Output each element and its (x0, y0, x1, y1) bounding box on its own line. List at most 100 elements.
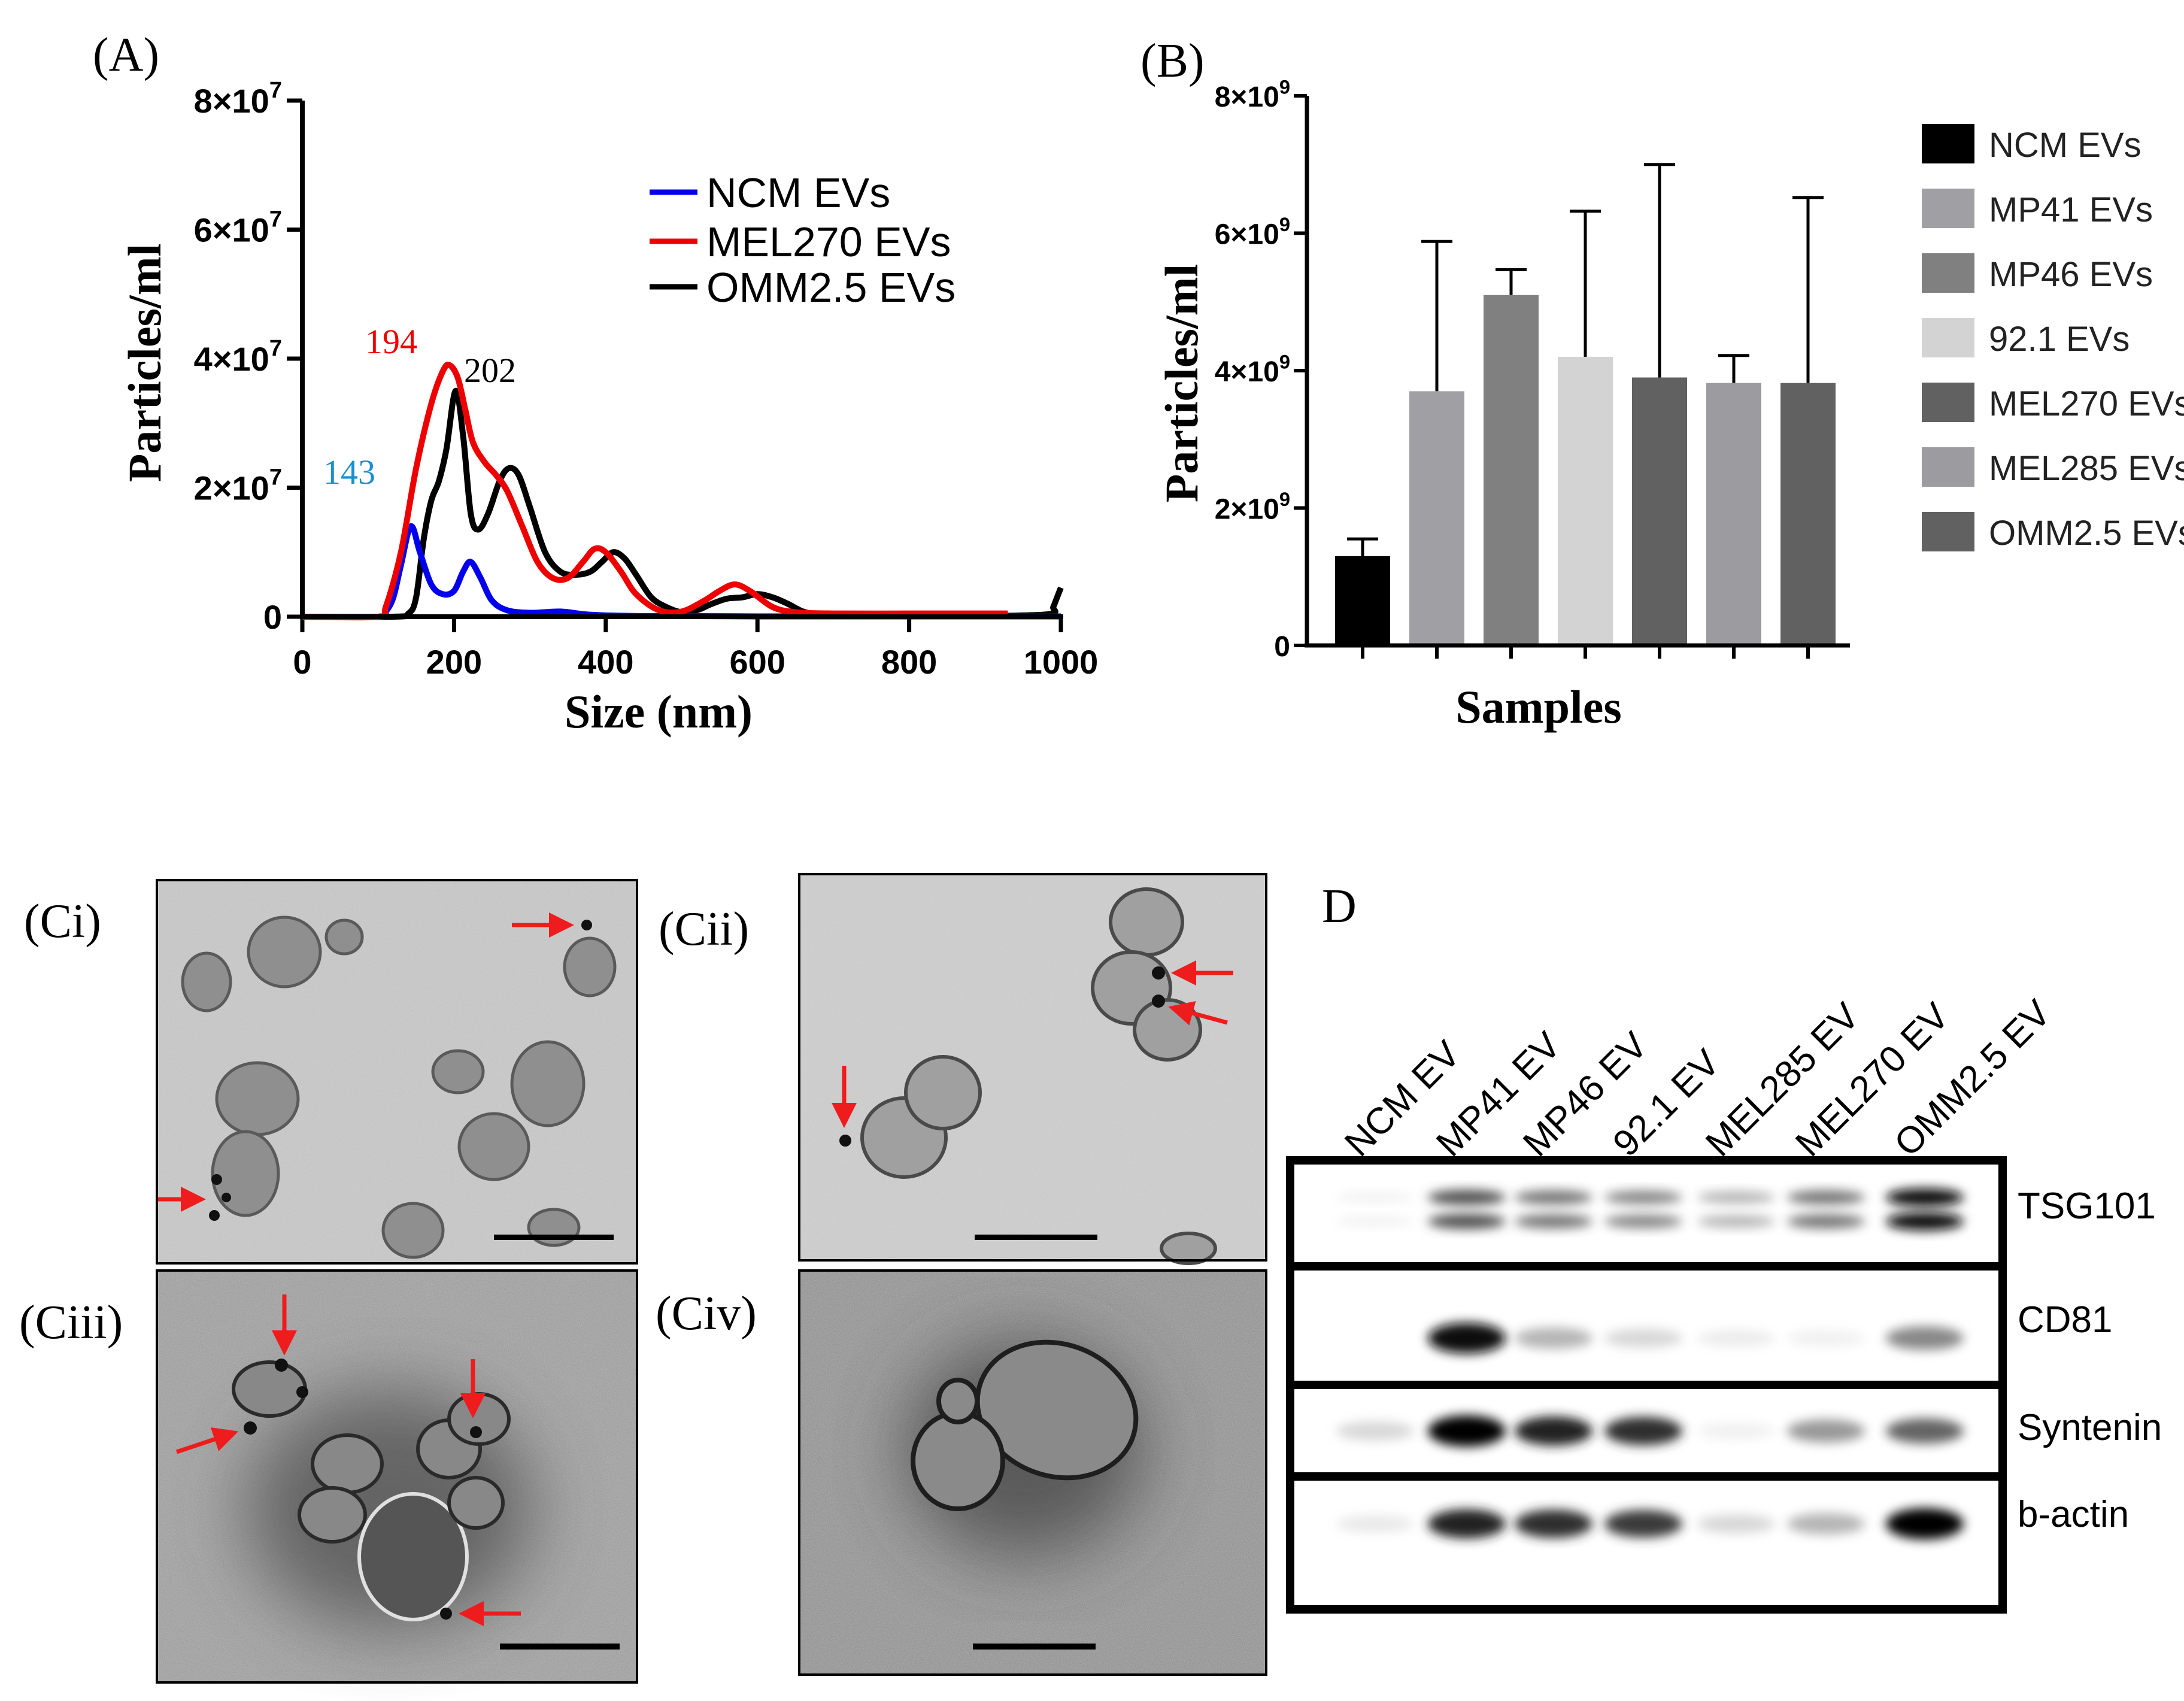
legend-item-ncm: NCM EVs (650, 169, 890, 216)
panel-a-xlabel: Size (nm) (565, 686, 753, 738)
x-tick-label: 800 (881, 643, 937, 681)
blot-band (1787, 1214, 1865, 1229)
x-tick-label: 200 (426, 643, 482, 681)
panel-b-xlabel: Samples (1455, 681, 1621, 733)
blot-band (1428, 1214, 1506, 1229)
panel-a-y-ticks: 0 2×107 4×107 6×107 8×107 (194, 78, 302, 636)
blot-band (1787, 1330, 1865, 1347)
bar-mel285-evs (1706, 383, 1761, 645)
peak-label: 202 (464, 351, 516, 390)
scale-bar-cii (975, 1235, 1097, 1240)
blot-band (1336, 1515, 1414, 1533)
legend-swatch (1922, 383, 1974, 422)
gold-particles-cii (839, 966, 1165, 1147)
panel-a-label: (A) (93, 29, 159, 81)
x-tick-label: 0 (293, 643, 311, 681)
blot-band (1787, 1419, 1865, 1443)
blot-band (1604, 1214, 1682, 1229)
bar-92-1-evs (1558, 357, 1613, 645)
blot-band (1787, 1513, 1865, 1535)
blot-band (1428, 1509, 1506, 1539)
legend-swatch (1922, 124, 1974, 163)
y-tick-label: 2×109 (1215, 488, 1290, 526)
scale-bar-civ (973, 1644, 1096, 1650)
panel-ciii-label: (Ciii) (19, 1296, 123, 1349)
legend-label: MEL285 EVs (1989, 449, 2184, 488)
panel-c: (Ci) (Cii) (Ciii) (Civ) (19, 873, 1267, 1684)
arrows-ciii (175, 1294, 521, 1626)
panel-d-label: D (1322, 880, 1357, 933)
y-tick-label: 4×107 (194, 336, 282, 378)
panel-civ-label: (Civ) (656, 1287, 757, 1340)
legend-swatch (1922, 189, 1974, 228)
blot-frame (1286, 1156, 2007, 1614)
blot-row-bg (1294, 1271, 1998, 1382)
peak-label: 143 (323, 453, 375, 492)
panel-b-y-ticks: 0 2×109 4×109 6×109 8×109 (1215, 75, 1307, 663)
panel-ci-label: (Ci) (24, 895, 101, 948)
gold-particles-ci (209, 920, 592, 1221)
panel-b-bars (1335, 163, 1836, 659)
legend-item: MP46 EVs (1922, 253, 2153, 294)
vesicles-ciii (232, 1360, 511, 1621)
blot-row-labels: TSG101 CD81 Syntenin b-actin (2018, 1185, 2162, 1535)
blot-band (1886, 1418, 1964, 1444)
blot-band (1515, 1416, 1592, 1446)
blot-band (1515, 1190, 1592, 1205)
legend-item-mel270: MEL270 EVs (650, 219, 951, 265)
tem-image-civ (798, 1269, 1267, 1676)
legend-item: MEL270 EVs (1922, 383, 2184, 423)
legend-swatch (1922, 512, 1974, 551)
vesicles-ci (181, 915, 617, 1259)
y-tick-label: 6×109 (1215, 213, 1290, 251)
blot-band (1886, 1508, 1964, 1540)
legend-label: MP46 EVs (1989, 255, 2153, 294)
scale-bar-ci (494, 1235, 614, 1240)
panel-a-peak-labels: 143 194 202 (323, 322, 516, 492)
legend-label-omm25: OMM2.5 EVs (706, 264, 956, 311)
x-tick-label: 400 (578, 643, 633, 681)
y-tick-label: 8×109 (1215, 75, 1290, 113)
blot-bands (1294, 1165, 1998, 1606)
legend-label: 92.1 EVs (1989, 320, 2130, 359)
legend-swatch (1922, 447, 1974, 487)
blot-band (1604, 1329, 1682, 1348)
gold-particles-ciii (244, 1359, 482, 1620)
row-label: TSG101 (2018, 1185, 2156, 1227)
bar-mp46-evs (1484, 295, 1539, 645)
arrows-ci (156, 912, 574, 1212)
legend-label-ncm: NCM EVs (706, 169, 890, 216)
panel-a: (A) Particles/ml Size (nm) 0 2×107 4×107 6×… (93, 29, 1098, 738)
legend-item: MEL285 EVs (1922, 447, 2184, 488)
blot-band (1697, 1215, 1775, 1228)
x-tick-label: 600 (729, 643, 785, 681)
blot-band (1515, 1509, 1592, 1538)
panel-a-ylabel: Particles/ml (119, 244, 171, 483)
arrows-cii (832, 960, 1233, 1128)
blot-band (1787, 1190, 1865, 1205)
row-label: CD81 (2018, 1299, 2113, 1341)
legend-label: MP41 EVs (1989, 190, 2153, 229)
tem-image-ciii (156, 1269, 638, 1684)
blot-band (1428, 1415, 1506, 1447)
blot-band (1697, 1191, 1775, 1204)
legend-label: NCM EVs (1989, 126, 2141, 165)
row-label: Syntenin (2018, 1407, 2162, 1448)
panel-a-series (302, 362, 1064, 621)
blot-band (1604, 1509, 1682, 1538)
legend-item: 92.1 EVs (1922, 318, 2130, 359)
scale-bar-ciii (500, 1644, 620, 1650)
blot-band (1336, 1421, 1414, 1441)
series-line-mel270-evs (302, 362, 1008, 621)
bar-ncm-evs (1335, 556, 1390, 645)
panel-cii-label: (Cii) (659, 903, 749, 956)
y-tick-label: 0 (1274, 631, 1290, 663)
bar-omm2-5-evs (1780, 383, 1836, 645)
bar-mp41-evs (1409, 391, 1464, 645)
legend-item: NCM EVs (1922, 124, 2141, 165)
blot-band (1428, 1323, 1506, 1354)
row-label: b-actin (2018, 1494, 2129, 1535)
legend-label: OMM2.5 EVs (1989, 514, 2184, 553)
